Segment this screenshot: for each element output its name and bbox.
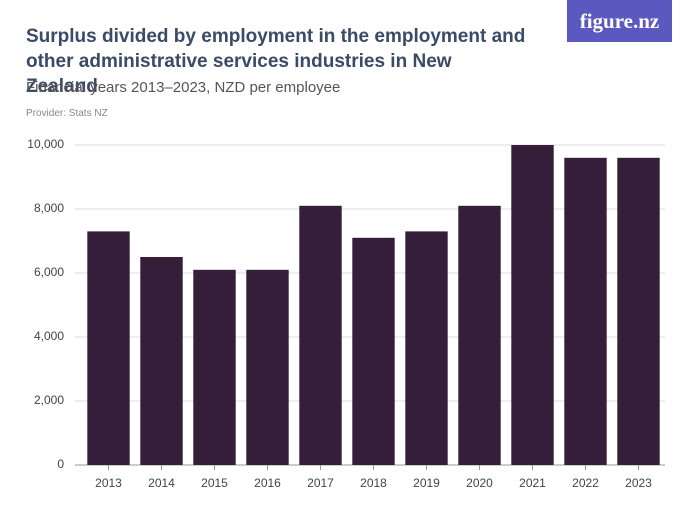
x-tick-label: 2015 bbox=[201, 476, 228, 490]
x-tick-label: 2022 bbox=[572, 476, 599, 490]
bar bbox=[140, 257, 183, 465]
y-tick-label: 8,000 bbox=[34, 201, 64, 215]
bar bbox=[193, 269, 236, 465]
chart-subtitle: Financial years 2013–2023, NZD per emplo… bbox=[26, 79, 341, 96]
y-tick-label: 0 bbox=[57, 457, 64, 471]
y-tick-label: 6,000 bbox=[34, 265, 64, 279]
x-tick-label: 2019 bbox=[413, 476, 440, 490]
x-tick-label: 2013 bbox=[95, 476, 122, 490]
x-tick-label: 2014 bbox=[148, 476, 175, 490]
y-tick-label: 10,000 bbox=[27, 137, 64, 151]
x-tick-label: 2021 bbox=[519, 476, 546, 490]
bar bbox=[87, 231, 130, 465]
x-tick-label: 2017 bbox=[307, 476, 334, 490]
x-tick-label: 2023 bbox=[625, 476, 652, 490]
logo[interactable]: figure.nz bbox=[567, 0, 672, 42]
bar bbox=[352, 237, 395, 465]
bar bbox=[458, 205, 501, 466]
x-tick-label: 2018 bbox=[360, 476, 387, 490]
bar bbox=[617, 157, 660, 466]
bar bbox=[405, 231, 448, 465]
y-tick-label: 2,000 bbox=[34, 393, 64, 407]
bar bbox=[511, 145, 554, 465]
bar bbox=[246, 269, 289, 465]
x-tick-label: 2020 bbox=[466, 476, 493, 490]
bar bbox=[299, 205, 342, 466]
provider: Provider: Stats NZ bbox=[26, 108, 108, 119]
bar bbox=[564, 157, 607, 466]
y-tick-label: 4,000 bbox=[34, 329, 64, 343]
chart-title: Surplus divided by employment in the emp… bbox=[26, 26, 526, 97]
x-tick-label: 2016 bbox=[254, 476, 281, 490]
